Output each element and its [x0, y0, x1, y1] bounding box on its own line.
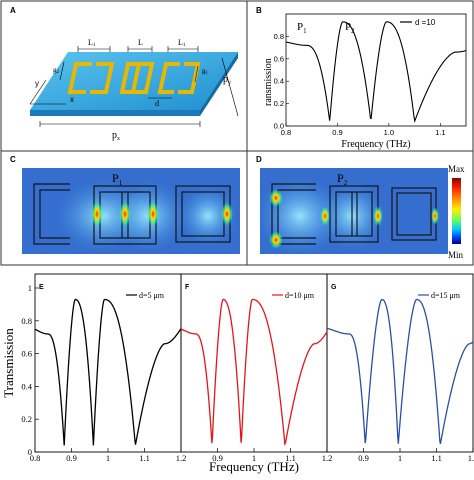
panel-e-legend: d=5 μm [139, 291, 165, 300]
panel-f-legend: d=10 μm [285, 291, 315, 300]
panel-e-series-line [34, 298, 182, 446]
panel-b-ytick-label: 0.4 [274, 77, 284, 86]
panel-g-xtick-label: 1.2 [468, 453, 474, 463]
panel-d-hotspot-4 [373, 206, 383, 226]
panel-d-hotspot-5 [431, 207, 439, 225]
panel-c-hotspot-1 [91, 201, 103, 227]
panel-a-letter: A [10, 6, 16, 15]
panel-b-xtick-label: 1.0 [384, 128, 394, 137]
gold-resonators [67, 62, 201, 94]
panel-b-ytick-label: 0.0 [274, 122, 284, 131]
panel-b-series-line [285, 21, 467, 124]
py-label: py [223, 74, 231, 86]
panel-b-xtick-label: 1.1 [435, 128, 445, 137]
panel-g-xtick-label: 1.1 [431, 453, 442, 463]
panel-b-xtick-label: 0.8 [281, 128, 291, 137]
l1-right-label: L1 [178, 38, 186, 48]
panel-f-axes [180, 273, 328, 453]
panel-c-hotspot-2 [119, 201, 131, 227]
panel-e-ytick-label: 0 [28, 447, 32, 457]
middle-ring-bar [131, 63, 141, 93]
l-mid-label: L [138, 38, 143, 47]
panel-g-letter: G [331, 284, 337, 291]
panel-b-ytick-label: 0.8 [274, 32, 284, 41]
axis-x-label: x [70, 95, 74, 104]
panel-f-letter: F [185, 284, 190, 291]
dimension-lines [29, 46, 239, 127]
g1-label: g1 [202, 67, 209, 76]
d-label: d [155, 99, 159, 108]
left-split-ring-b [90, 62, 115, 94]
right-split-ring-b [178, 62, 201, 94]
panel-e-ytick-label: 0.6 [21, 349, 32, 359]
panel-f-xtick-label: 1 [252, 453, 256, 463]
panel-f-series-line [180, 298, 328, 446]
bottom-panels: 0.8 0.9 1 1.1 1.2 0 0.2 0.4 0.6 0.8 1 0.9 1 1.1 1.2 0.9… [1, 273, 474, 474]
substrate-side [200, 52, 238, 116]
colorbar [452, 178, 461, 244]
panel-c-glow-right [178, 186, 238, 246]
panel-d-hotspot-2 [269, 231, 283, 249]
panel-b-ylabel: ransmission [263, 58, 274, 106]
panel-g-series-line [326, 298, 474, 445]
substrate-front [30, 110, 200, 116]
panel-d-letter: D [256, 155, 262, 164]
panel-e-xtick-label: 1.2 [176, 453, 187, 463]
panel-e-xtick-label: 1.1 [139, 453, 150, 463]
panel-e-ytick-label: 0.2 [21, 414, 32, 424]
bottom-xlabel: Frequency (THz) [209, 459, 299, 474]
panel-b-legend: d =10 [415, 18, 436, 27]
panel-d-frame [246, 150, 474, 266]
panel-e-ytick-label: 0.8 [21, 316, 32, 326]
right-split-ring [157, 62, 180, 94]
panel-b-xtick-label: 0.9 [332, 128, 342, 137]
panel-d-label: P2 [337, 171, 348, 187]
axis-y-label: y [35, 79, 39, 88]
panel-b-axes [285, 13, 467, 127]
g2-label: g2 [53, 66, 60, 75]
panel-d-hotspot-1 [269, 189, 283, 207]
panel-a: A L1 L L1 g2 g1 [10, 6, 239, 142]
colorbar-min-label: Min [448, 250, 464, 260]
panel-f-xtick-label: 1.2 [322, 453, 333, 463]
panel-b: B 0.8 0.9 1.0 1.1 0.0 0.2 0.4 0.6 0.8 P1 P2 d =1… [256, 6, 467, 150]
panel-e-ytick-label: 0.4 [21, 381, 32, 391]
panel-b-ytick-label: 0.2 [274, 99, 284, 108]
left-split-ring [67, 62, 92, 94]
l1-left-label: L1 [88, 38, 96, 48]
panel-c-hotspot-4 [221, 202, 233, 226]
panel-f-xtick-label: 1.1 [285, 453, 296, 463]
panel-e-ytick-label: 1 [28, 283, 32, 293]
panel-d: D P2 Max Min [256, 155, 465, 260]
panel-e-letter: E [39, 284, 44, 291]
colorbar-max-label: Max [448, 164, 465, 174]
bottom-ylabel: Transmission [1, 328, 16, 398]
panel-d-hotspot-3 [320, 206, 330, 226]
panel-e-xtick-label: 1 [106, 453, 110, 463]
panel-b-p2-label: P2 [345, 21, 355, 35]
px-label: px [112, 130, 120, 142]
panel-e-xtick-label: 0.8 [30, 453, 41, 463]
bottom-ticks: 0.8 0.9 1 1.1 1.2 0 0.2 0.4 0.6 0.8 1 0.9 1 1.1 1.2 0.9… [21, 283, 474, 463]
panel-b-p1-label: P1 [297, 21, 307, 35]
panel-g-xtick-label: 1 [398, 453, 402, 463]
panel-b-ytick-label: 0.6 [274, 54, 284, 63]
middle-ring [119, 62, 155, 94]
panel-g-xtick-label: 0.9 [358, 453, 369, 463]
panel-f-xtick-label: 0.9 [212, 453, 223, 463]
panel-c-hotspot-3 [147, 201, 159, 227]
panel-c-letter: C [10, 155, 16, 164]
panel-c-label: P1 [112, 171, 123, 187]
panel-b-ticks: 0.8 0.9 1.0 1.1 0.0 0.2 0.4 0.6 0.8 [274, 32, 446, 137]
panel-b-letter: B [256, 6, 262, 15]
panel-e-xtick-label: 0.9 [66, 453, 77, 463]
panel-g-legend: d=15 μm [431, 291, 461, 300]
panel-c: C P1 [10, 155, 240, 254]
panel-b-xlabel: Frequency (THz) [341, 139, 410, 150]
